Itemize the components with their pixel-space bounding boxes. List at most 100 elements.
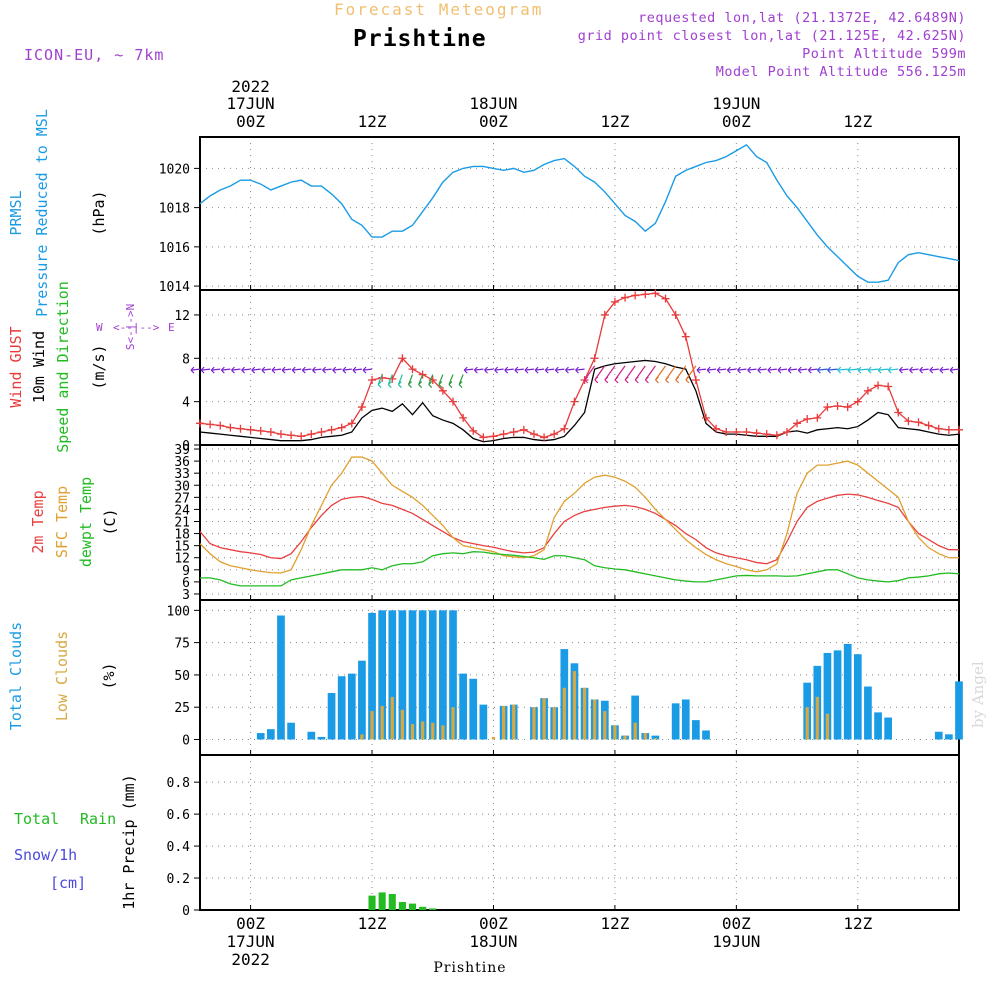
gust-point-marker [641,290,650,299]
gust-point-marker [560,424,569,433]
wind-direction-arrowhead [867,366,872,374]
gust-point-marker [256,426,265,435]
wind-direction-arrowhead [387,381,392,388]
total-cloud-bar [378,610,387,740]
y-tick-label: 9 [182,564,190,579]
gust-point-marker [570,397,579,406]
gust-point-marker [712,424,721,433]
y-tick-label: 50 [174,669,190,684]
wind-direction-arrowhead [190,366,195,374]
compass-ew-arrow: <--|--> [113,321,160,334]
gust-point-marker [884,382,893,391]
y-tick-label: 0 [182,904,190,919]
gust-point-marker [681,332,690,341]
bottom-year-label: 2022 [231,950,270,969]
y-tick-label: 0.6 [167,808,190,823]
wind-direction-arrowhead [614,376,619,384]
y-tick-label: 12 [174,552,190,567]
wind-direction-arrowhead [514,366,519,374]
wind-label-direction: Speed and Direction [54,281,72,453]
gust-point-marker [216,421,225,430]
total-cloud-bar [266,729,275,740]
wind-unit: (m/s) [90,344,108,389]
total-cloud-bar [256,733,265,740]
pressure-label-prmsl: PRMSL [7,190,25,235]
gust-point-marker [479,433,488,442]
total-cloud-bar [317,736,326,740]
total-cloud-bar [631,695,640,740]
bottom-hour-label: 00Z [236,914,265,933]
gust-point-marker [509,427,518,436]
wind-direction-arrow [524,368,535,371]
wind-direction-arrowhead [554,366,559,374]
top-year-label: 2022 [231,77,270,96]
gust-point-marker [357,403,366,412]
wind-direction-arrow [282,368,292,371]
wind-direction-arrow [888,368,899,371]
wind-direction-arrowhead [584,376,589,384]
wind-direction-arrow [837,368,848,371]
wind-direction-arrowhead [726,366,731,374]
total-cloud-bar [469,678,478,740]
wind-direction-arrow [707,368,717,371]
low-cloud-bar [603,711,607,740]
wind-direction-arrow [448,374,454,385]
wind-direction-arrowhead [757,366,762,374]
low-cloud-bar [410,724,415,740]
wind-direction-arrowhead [463,366,468,374]
wind-direction-arrowhead [494,366,499,374]
sfc-temp-line [199,456,959,574]
total-cloud-bar [418,610,427,740]
y-tick-label: 0 [182,439,190,454]
wind-direction-arrowhead [261,366,266,374]
y-tick-label: 0.4 [167,840,191,855]
total-cloud-bar [864,686,872,740]
panel-pressure: 1014 1016 1018 1020 [159,136,960,295]
wind-direction-arrowhead [857,366,862,374]
top-hour-label: 00Z [479,112,508,131]
low-cloud-bar [562,687,566,740]
gust-point-marker [661,294,670,303]
wind-direction-arrow [555,368,565,371]
wind-direction-arrowhead [251,366,256,374]
low-cloud-bar [582,687,587,740]
wind-direction-arrow [939,368,949,371]
wind-direction-arrowhead [408,381,412,388]
wind-direction-arrowhead [362,366,367,374]
low-cloud-bar [390,696,394,740]
wind-direction-arrow [867,368,879,371]
wind-direction-arrowhead [634,376,639,384]
wind-direction-arrowhead [644,376,649,384]
wind-direction-arrow [474,368,484,371]
wind-direction-arrowhead [342,366,347,374]
wind-direction-arrowhead [706,366,711,374]
wind-direction-arrowhead [797,366,802,374]
wind-direction-arrowhead [777,366,782,374]
gust-point-marker [276,430,285,439]
top-date-label: 19JUN [712,94,760,113]
precip-unit: 1hr Precip (mm) [120,774,138,909]
low-cloud-bar [633,722,637,740]
gust-point-marker [853,397,862,406]
wind-direction-arrowhead [665,376,670,384]
y-tick-label: 21 [174,515,190,530]
low-cloud-bar [643,733,647,740]
y-tick-label: 18 [174,528,190,543]
rain-bar [419,906,427,910]
low-cloud-bar [451,707,455,740]
point-altitude: Point Altitude 599m [802,46,966,62]
y-tick-label: 36 [174,455,190,470]
wind-direction-arrowhead [504,366,509,374]
low-cloud-bar [815,696,819,740]
wind-direction-arrowhead [877,366,882,374]
wind-label-10m: 10m Wind [30,331,48,403]
total-cloud-bar [702,730,710,740]
t2m-line [199,493,959,565]
total-cloud-bar [388,610,397,740]
y-tick-label: 1014 [159,280,190,295]
wind-direction-arrowhead [624,376,629,384]
wind-direction-arrowhead [397,381,402,388]
low-cloud-bar [613,725,617,740]
